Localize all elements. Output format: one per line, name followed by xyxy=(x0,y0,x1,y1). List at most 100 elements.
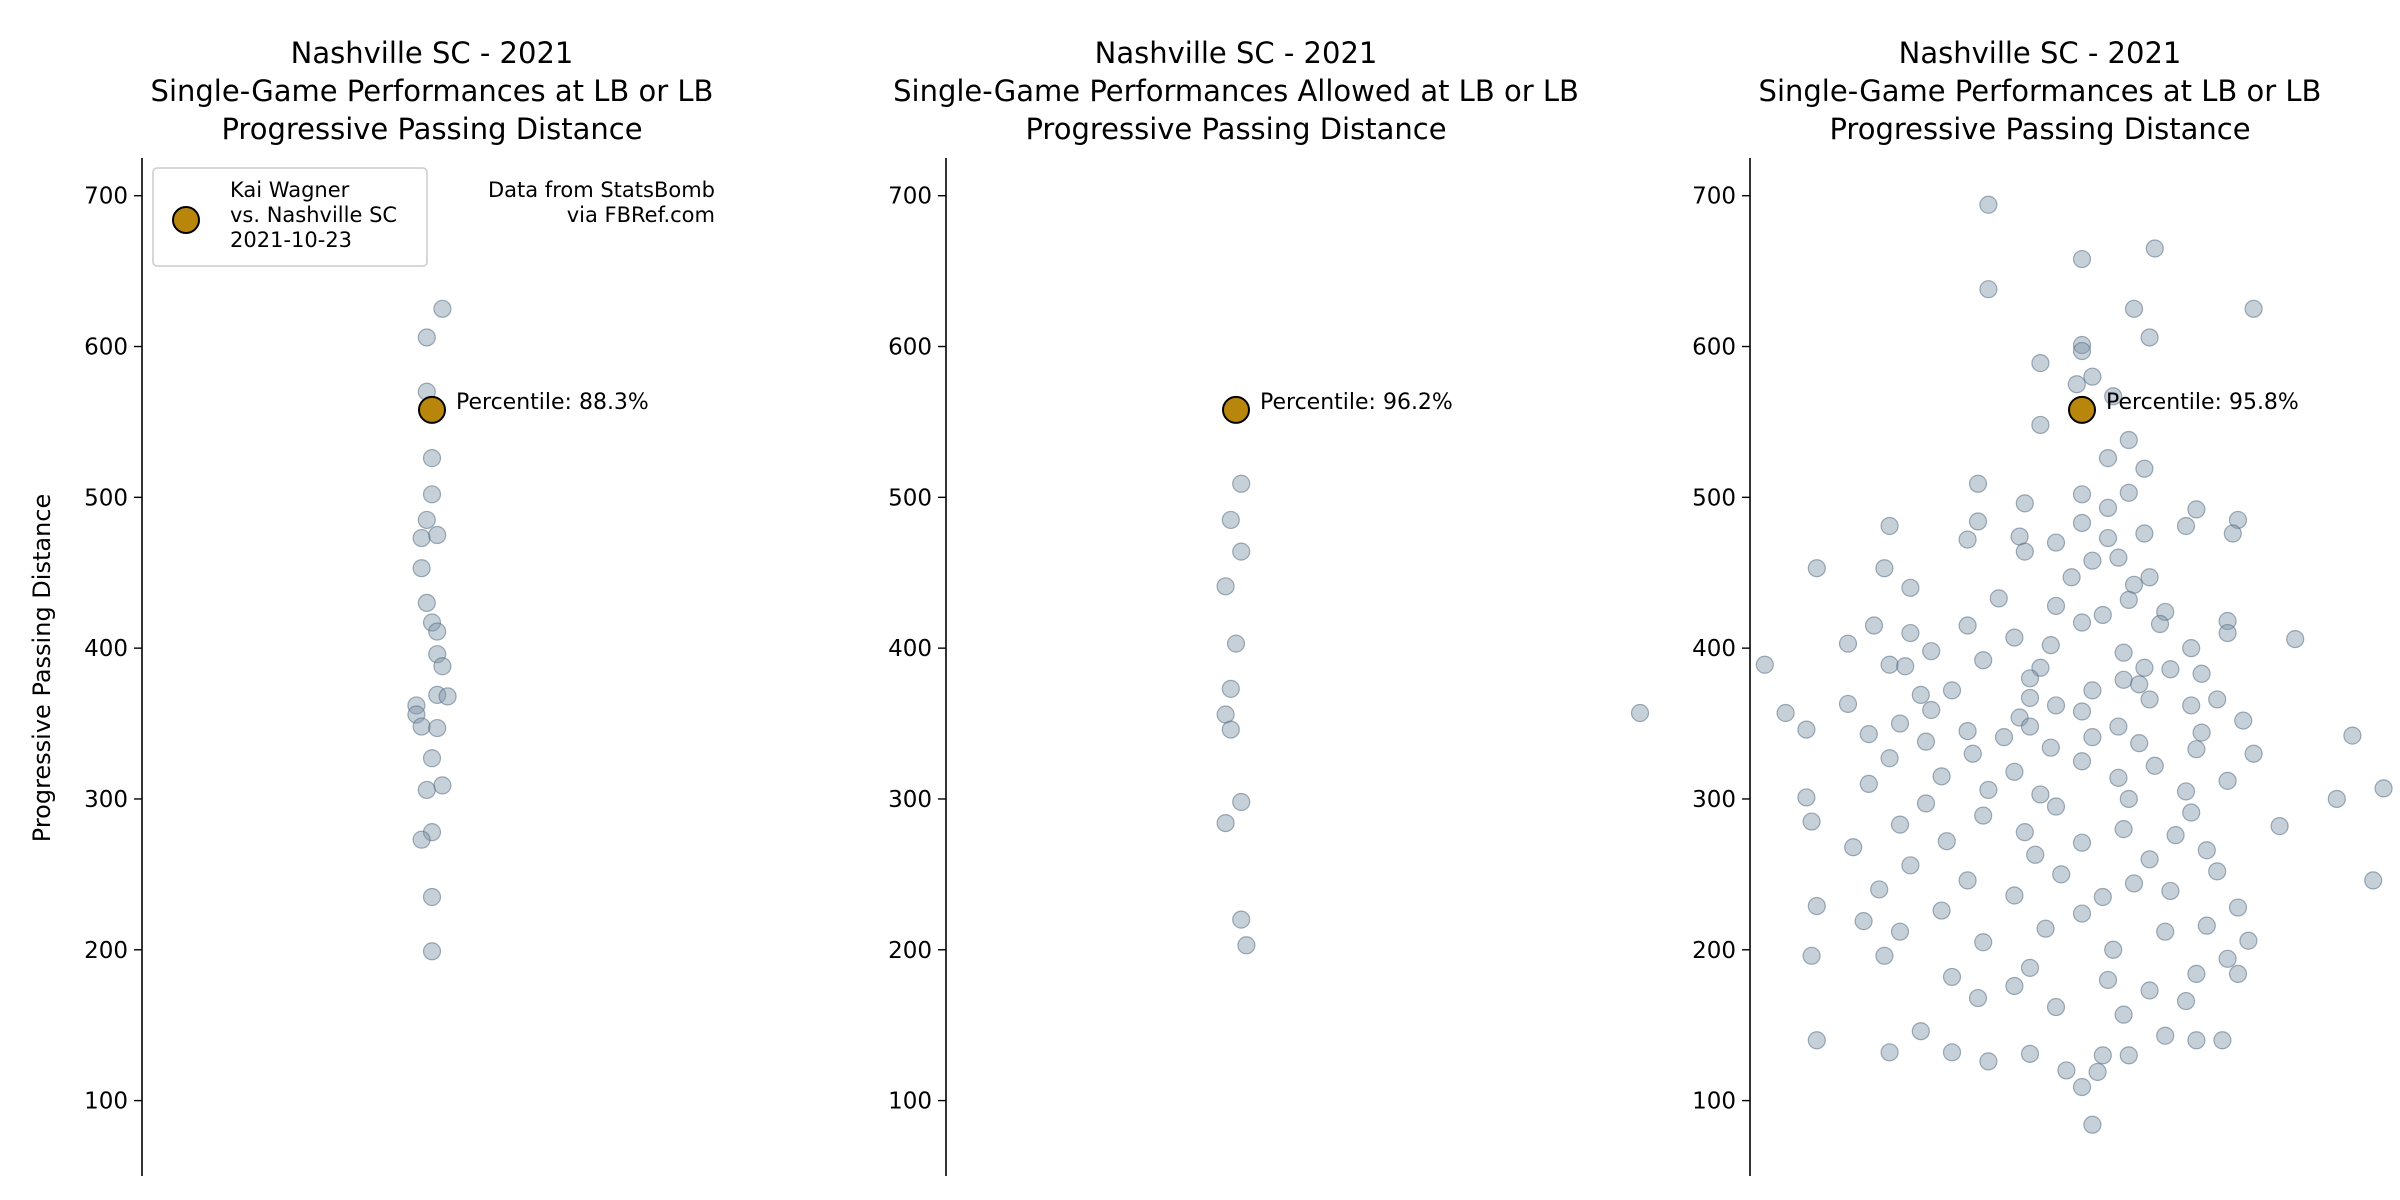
data-point xyxy=(2015,542,2034,561)
data-point xyxy=(1807,896,1826,916)
data-point xyxy=(1864,616,1884,635)
data-point xyxy=(1942,1043,1962,1062)
data-point xyxy=(2135,524,2154,543)
data-point xyxy=(2005,886,2024,905)
data-point xyxy=(1630,703,1650,723)
data-point xyxy=(1979,1052,1998,1071)
data-point xyxy=(2046,533,2066,552)
y-tick-label: 400 xyxy=(888,636,932,662)
data-point xyxy=(1979,780,1998,800)
y-tick-label: 600 xyxy=(84,335,128,361)
chart-title-line: Nashville SC - 2021 xyxy=(1899,36,2182,70)
data-point xyxy=(2161,881,2180,901)
data-point xyxy=(1232,910,1251,929)
data-point xyxy=(1875,946,1894,965)
data-point xyxy=(1797,788,1816,807)
percentile-label: Percentile: 95.8% xyxy=(2106,390,2299,415)
data-point xyxy=(1901,856,1920,875)
data-point xyxy=(2104,387,2123,406)
data-point xyxy=(2124,299,2144,318)
data-point xyxy=(2244,744,2263,763)
data-point xyxy=(2218,949,2237,968)
data-point xyxy=(2176,991,2196,1011)
data-point xyxy=(2140,981,2159,1000)
data-point xyxy=(1974,806,1993,825)
data-point xyxy=(1932,901,1951,920)
data-point xyxy=(2046,997,2066,1017)
data-point xyxy=(2234,711,2253,730)
data-point xyxy=(2223,524,2242,543)
data-point xyxy=(1974,933,1993,952)
data-point xyxy=(2176,516,2196,536)
y-tick-label: 500 xyxy=(888,485,932,511)
data-point xyxy=(422,823,442,842)
y-tick-label: 100 xyxy=(888,1089,932,1115)
chart-panel-1: Nashville SC - 2021 Single-Game Performan… xyxy=(28,36,715,1176)
data-point xyxy=(417,593,436,613)
data-point xyxy=(1942,681,1962,700)
data-point xyxy=(2083,367,2102,386)
y-tick-label: 500 xyxy=(1692,485,1736,511)
data-point xyxy=(2036,919,2055,938)
data-point xyxy=(2156,922,2175,941)
y-tick-label: 200 xyxy=(888,938,932,964)
data-point xyxy=(2140,850,2159,869)
data-point xyxy=(1216,813,1235,833)
data-point xyxy=(1854,912,1873,931)
data-point xyxy=(2182,696,2201,715)
y-tick-label: 700 xyxy=(1692,184,1736,210)
chart-panel-2: Nashville SC - 2021 Single-Game Performan… xyxy=(888,36,1579,1176)
data-point xyxy=(2072,335,2092,355)
data-point xyxy=(2135,459,2154,478)
data-point xyxy=(2187,964,2206,984)
data-point xyxy=(2072,613,2092,632)
data-point xyxy=(2187,500,2206,519)
data-point xyxy=(2192,664,2211,683)
data-point xyxy=(2119,590,2138,609)
data-point xyxy=(422,887,442,907)
data-point xyxy=(1911,1022,1930,1041)
source-note-line: via FBRef.com xyxy=(567,203,715,227)
data-point xyxy=(2020,688,2040,708)
data-point xyxy=(1807,1031,1826,1050)
data-point xyxy=(412,559,431,578)
data-point xyxy=(2098,498,2118,517)
data-point xyxy=(2062,568,2081,587)
data-point xyxy=(2031,785,2050,804)
data-point xyxy=(2010,708,2029,727)
data-point xyxy=(2020,1044,2040,1063)
data-point xyxy=(2140,690,2159,709)
data-point xyxy=(1807,559,1826,578)
legend-marker xyxy=(172,206,200,234)
data-point xyxy=(2005,976,2024,996)
y-tick-label: 200 xyxy=(1692,938,1736,964)
data-point xyxy=(2218,623,2237,643)
data-point xyxy=(1958,616,1977,635)
data-point xyxy=(1911,685,1930,705)
highlight-point xyxy=(2068,395,2096,424)
data-point xyxy=(2140,328,2159,347)
data-point xyxy=(438,687,457,706)
data-point xyxy=(2130,734,2149,753)
data-point xyxy=(2218,771,2237,790)
data-point xyxy=(433,657,452,676)
data-point xyxy=(2182,803,2201,822)
percentile-label: Percentile: 88.3% xyxy=(456,390,649,415)
data-point xyxy=(1802,812,1821,831)
data-point xyxy=(2286,629,2305,649)
data-point xyxy=(1958,530,1977,549)
data-point xyxy=(2187,740,2206,759)
data-point xyxy=(1994,728,2014,747)
data-point xyxy=(1844,838,1863,857)
data-point xyxy=(422,485,442,504)
data-point xyxy=(2083,1115,2102,1134)
data-point xyxy=(2031,354,2050,373)
data-point xyxy=(1232,542,1251,561)
data-point xyxy=(2093,887,2112,907)
data-point xyxy=(1221,679,1240,698)
y-tick-label: 700 xyxy=(84,184,128,210)
data-point xyxy=(2228,898,2248,917)
data-point xyxy=(1916,794,1936,813)
data-point xyxy=(2192,723,2211,742)
